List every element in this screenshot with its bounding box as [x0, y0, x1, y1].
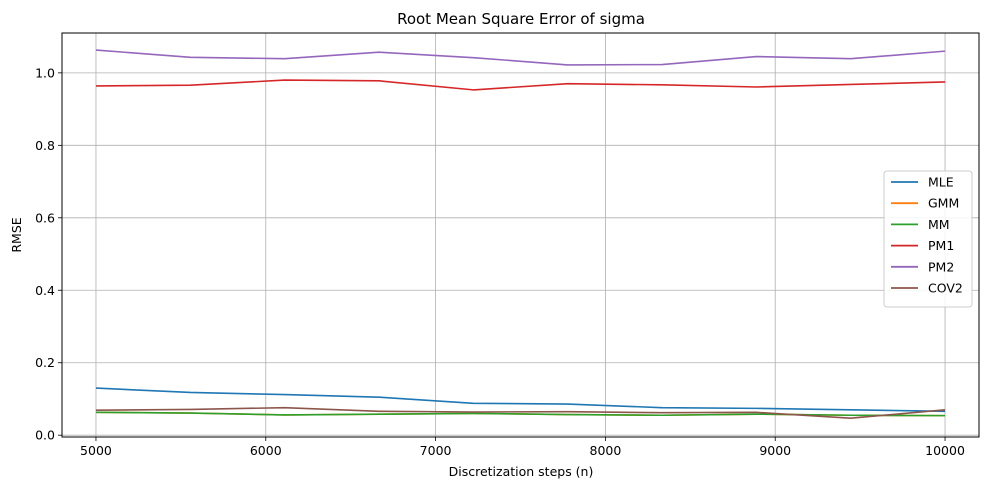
x-ticks: 5000 6000 7000 8000 9000 10000 [80, 437, 965, 458]
x-tick-label: 10000 [925, 443, 965, 458]
x-tick-label: 9000 [759, 443, 791, 458]
legend-box [883, 170, 973, 308]
plot-frame [61, 32, 980, 438]
series-line-pm2 [95, 49, 946, 66]
legend-label-mle: MLE [928, 175, 954, 190]
chart-title: Root Mean Square Error of sigma [397, 10, 645, 28]
x-axis-label: Discretization steps (n) [449, 464, 594, 479]
y-tick-label: 0.6 [35, 210, 55, 225]
y-tick-label: 0.4 [35, 283, 55, 298]
y-tick-label: 0.0 [35, 428, 55, 443]
legend: MLE GMM MM PM1 PM2 COV2 [883, 170, 973, 308]
y-tick-label: 0.8 [35, 138, 55, 153]
y-axis-label: RMSE [9, 217, 24, 252]
x-tick-label: 5000 [80, 443, 112, 458]
series-line-mle [95, 387, 946, 413]
series-line-cov2 [95, 406, 946, 419]
y-tick-label: 0.2 [35, 355, 55, 370]
legend-label-mm: MM [928, 217, 950, 232]
x-tick-label: 8000 [590, 443, 622, 458]
series-lines [95, 49, 946, 419]
x-tick-label: 6000 [250, 443, 282, 458]
x-tick-label: 7000 [420, 443, 452, 458]
legend-label-pm1: PM1 [928, 238, 954, 253]
legend-label-cov2: COV2 [928, 281, 963, 296]
legend-label-gmm: GMM [928, 196, 959, 211]
y-ticks: 0.0 0.2 0.4 0.6 0.8 1.0 [35, 65, 62, 443]
y-tick-label: 1.0 [35, 65, 55, 80]
series-line-pm1 [95, 79, 946, 91]
legend-label-pm2: PM2 [928, 259, 954, 274]
